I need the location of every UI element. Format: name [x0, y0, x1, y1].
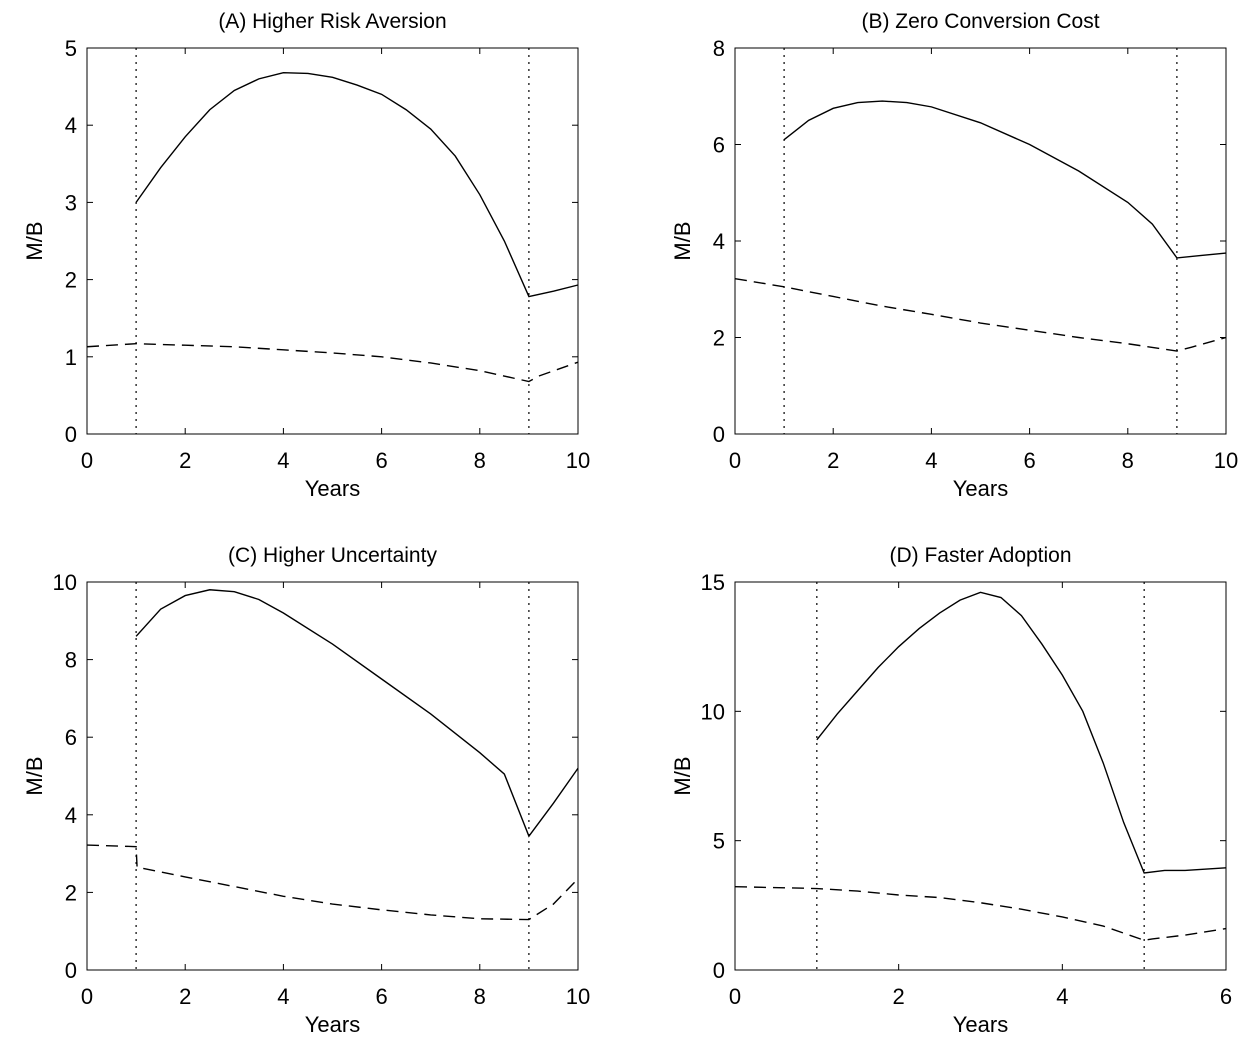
y-tick-label: 0 [713, 422, 725, 447]
data-line [86, 844, 579, 921]
x-tick-label: 2 [893, 984, 905, 1009]
y-tick-label: 6 [713, 133, 725, 158]
y-axis-label: M/B [670, 221, 695, 260]
x-axis-label: Years [953, 1012, 1008, 1037]
x-tick-label: 10 [1214, 448, 1238, 473]
y-tick-label: 6 [65, 725, 77, 750]
x-tick-label: 2 [827, 448, 839, 473]
data-line [86, 342, 579, 383]
chart-title: (D) Faster Adoption [889, 544, 1071, 567]
plot-frame [734, 581, 1227, 971]
plot-frame [734, 47, 1227, 435]
y-tick-label: 2 [713, 326, 725, 351]
y-tick-label: 0 [65, 422, 77, 447]
x-axis-label: Years [305, 476, 360, 501]
x-tick-label: 6 [375, 984, 387, 1009]
y-tick-label: 4 [65, 803, 77, 828]
chart-title: (C) Higher Uncertainty [228, 544, 437, 567]
chart-title: (B) Zero Conversion Cost [861, 10, 1099, 33]
x-tick-label: 8 [1122, 448, 1134, 473]
y-tick-label: 10 [701, 699, 725, 724]
y-tick-label: 8 [65, 648, 77, 673]
x-tick-label: 4 [1056, 984, 1068, 1009]
y-tick-label: 8 [713, 36, 725, 61]
plot-frame [86, 47, 579, 435]
y-tick-label: 2 [65, 880, 77, 905]
plot-frame [86, 581, 579, 971]
y-tick-label: 0 [713, 958, 725, 983]
chart-title: (A) Higher Risk Aversion [218, 10, 446, 33]
x-tick-label: 4 [925, 448, 937, 473]
y-tick-label: 10 [53, 570, 77, 595]
y-tick-label: 0 [65, 958, 77, 983]
data-line [135, 589, 579, 838]
x-tick-label: 2 [179, 984, 191, 1009]
data-line [816, 591, 1227, 874]
y-tick-label: 2 [65, 268, 77, 293]
y-tick-label: 4 [65, 113, 77, 138]
data-line [734, 277, 1227, 352]
y-axis-label: M/B [22, 221, 47, 260]
x-tick-label: 10 [566, 448, 590, 473]
y-tick-label: 15 [701, 570, 725, 595]
y-tick-label: 4 [713, 229, 725, 254]
x-tick-label: 0 [729, 984, 741, 1009]
x-tick-label: 0 [729, 448, 741, 473]
x-tick-label: 10 [566, 984, 590, 1009]
x-tick-label: 6 [1023, 448, 1035, 473]
x-tick-label: 4 [277, 984, 289, 1009]
x-axis-label: Years [953, 476, 1008, 501]
y-axis-label: M/B [22, 756, 47, 795]
x-tick-label: 4 [277, 448, 289, 473]
y-tick-label: 5 [65, 36, 77, 61]
x-tick-label: 8 [474, 448, 486, 473]
y-tick-label: 5 [713, 829, 725, 854]
x-tick-label: 0 [81, 984, 93, 1009]
x-axis-label: Years [305, 1012, 360, 1037]
x-tick-label: 2 [179, 448, 191, 473]
data-line [734, 886, 1227, 941]
y-axis-label: M/B [670, 756, 695, 795]
data-line [783, 100, 1227, 259]
x-tick-label: 6 [375, 448, 387, 473]
x-tick-label: 0 [81, 448, 93, 473]
x-tick-label: 6 [1220, 984, 1232, 1009]
y-tick-label: 3 [65, 190, 77, 215]
data-line [135, 71, 579, 298]
y-tick-label: 1 [65, 345, 77, 370]
x-tick-label: 8 [474, 984, 486, 1009]
